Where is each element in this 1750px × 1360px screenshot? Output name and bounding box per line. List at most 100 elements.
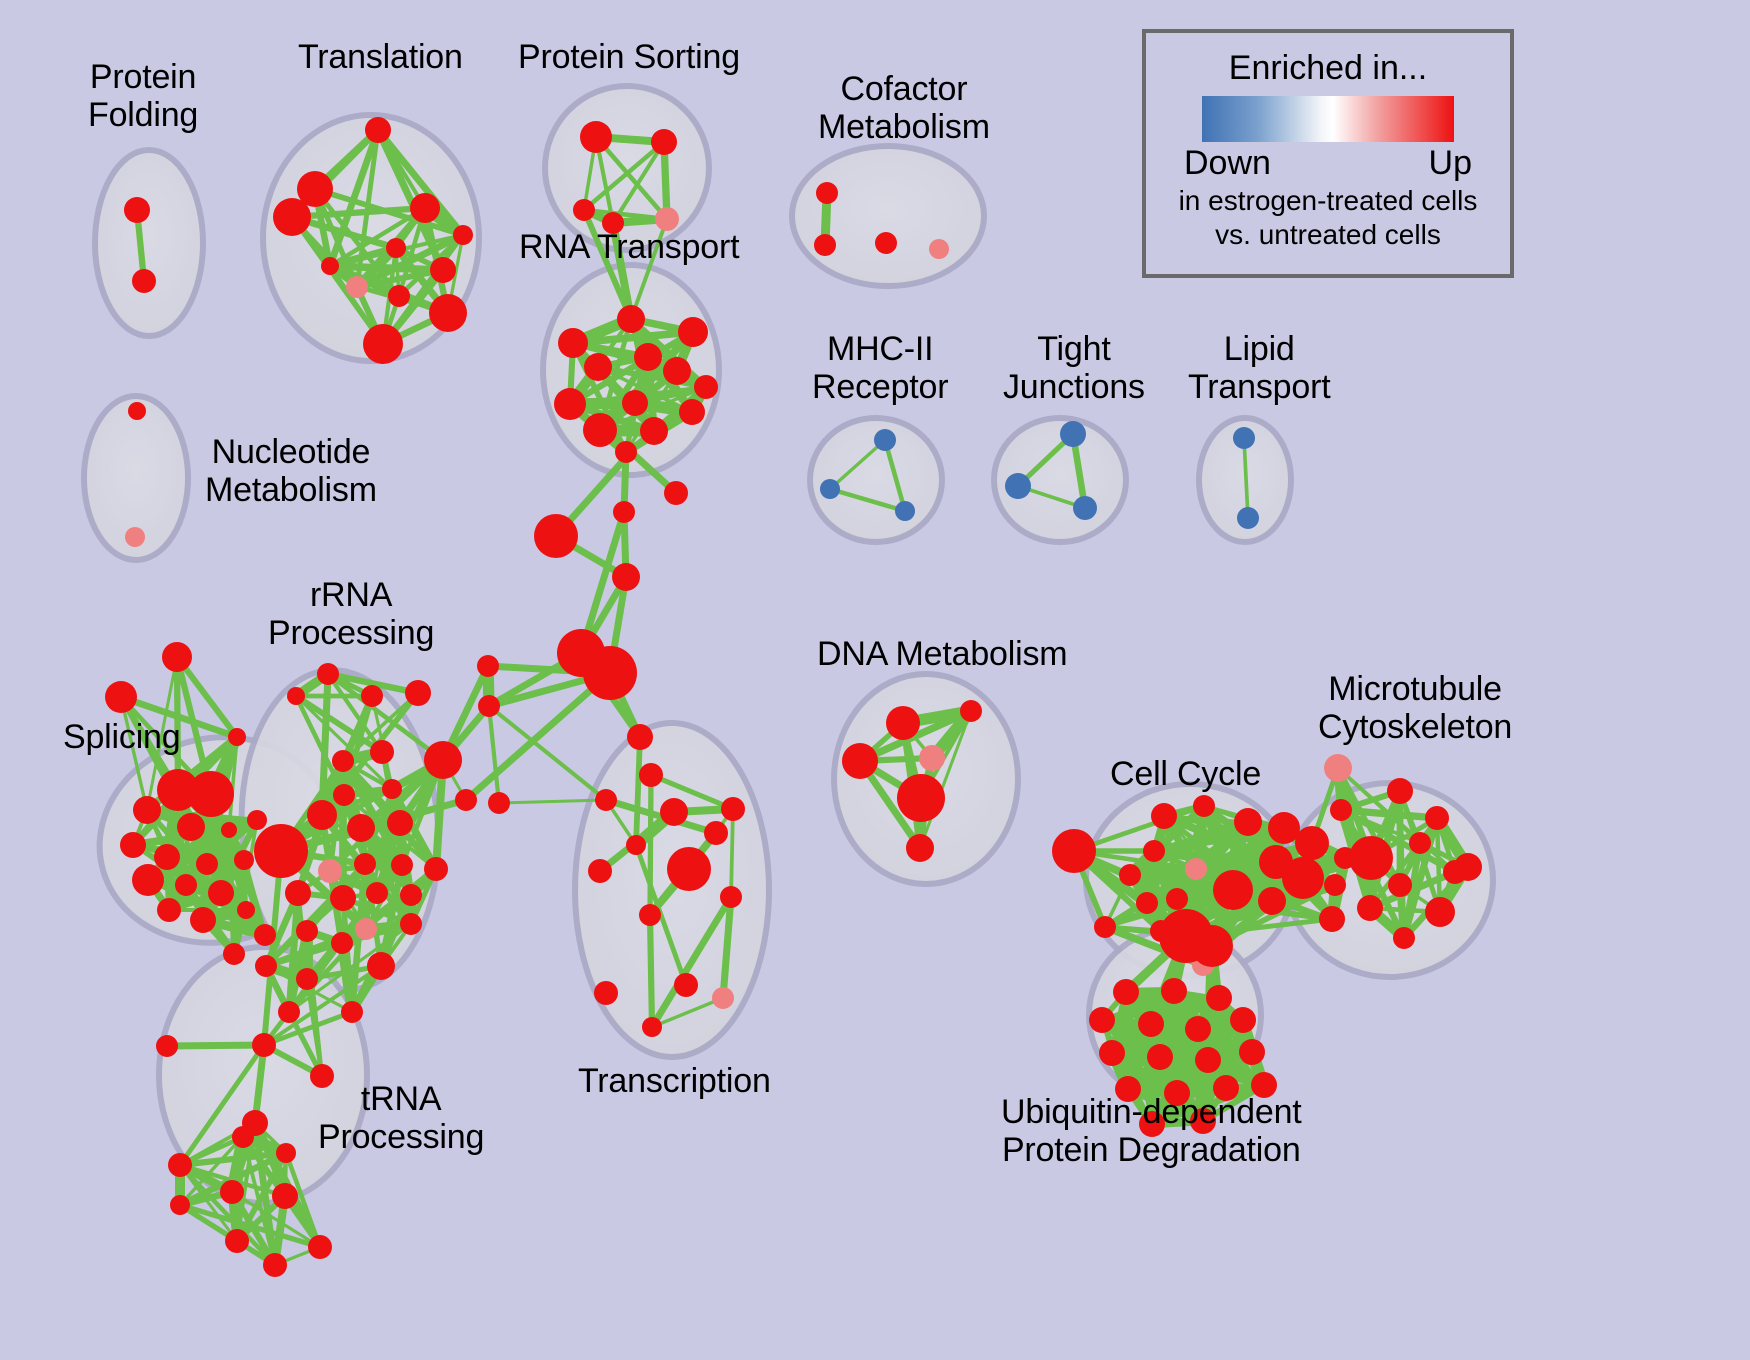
network-node[interactable] (162, 642, 192, 672)
network-node[interactable] (1330, 799, 1352, 821)
network-node[interactable] (634, 343, 662, 371)
network-node[interactable] (617, 305, 645, 333)
network-node[interactable] (960, 700, 982, 722)
network-node[interactable] (333, 784, 355, 806)
network-node[interactable] (1161, 978, 1187, 1004)
network-node[interactable] (588, 859, 612, 883)
network-node[interactable] (1234, 808, 1262, 836)
network-node[interactable] (704, 821, 728, 845)
network-node[interactable] (842, 743, 878, 779)
network-node[interactable] (639, 763, 663, 787)
network-node[interactable] (1409, 832, 1431, 854)
network-node[interactable] (814, 234, 836, 256)
network-node[interactable] (388, 285, 410, 307)
network-node[interactable] (1099, 1040, 1125, 1066)
network-node[interactable] (712, 987, 734, 1009)
network-node[interactable] (255, 955, 277, 977)
network-node[interactable] (382, 779, 402, 799)
network-node[interactable] (875, 232, 897, 254)
network-node[interactable] (1295, 826, 1329, 860)
network-node[interactable] (1387, 778, 1413, 804)
network-node[interactable] (1005, 473, 1031, 499)
network-node[interactable] (583, 646, 637, 700)
network-node[interactable] (386, 238, 406, 258)
network-node[interactable] (534, 514, 578, 558)
network-node[interactable] (1191, 925, 1233, 967)
network-node[interactable] (278, 1001, 300, 1023)
network-node[interactable] (400, 884, 422, 906)
network-node[interactable] (1237, 507, 1259, 529)
network-node[interactable] (1425, 806, 1449, 830)
network-node[interactable] (234, 850, 254, 870)
network-node[interactable] (318, 859, 342, 883)
network-node[interactable] (317, 663, 339, 685)
network-node[interactable] (640, 417, 668, 445)
network-node[interactable] (430, 257, 456, 283)
network-node[interactable] (424, 741, 462, 779)
network-node[interactable] (1113, 979, 1139, 1005)
network-node[interactable] (694, 375, 718, 399)
network-node[interactable] (1425, 897, 1455, 927)
network-node[interactable] (196, 853, 218, 875)
network-node[interactable] (1147, 1044, 1173, 1070)
network-node[interactable] (583, 413, 617, 447)
network-node[interactable] (1230, 1007, 1256, 1033)
network-node[interactable] (387, 810, 413, 836)
network-node[interactable] (157, 898, 181, 922)
network-node[interactable] (1388, 873, 1412, 897)
network-node[interactable] (365, 117, 391, 143)
network-node[interactable] (208, 880, 234, 906)
network-node[interactable] (429, 294, 467, 332)
network-node[interactable] (1324, 754, 1352, 782)
network-node[interactable] (1268, 812, 1300, 844)
network-node[interactable] (663, 357, 691, 385)
network-node[interactable] (1190, 1108, 1216, 1134)
network-node[interactable] (580, 121, 612, 153)
network-node[interactable] (1115, 1076, 1141, 1102)
network-node[interactable] (232, 1126, 254, 1148)
network-node[interactable] (674, 973, 698, 997)
network-node[interactable] (642, 1017, 662, 1037)
network-node[interactable] (221, 822, 237, 838)
network-node[interactable] (453, 225, 473, 245)
network-node[interactable] (554, 388, 586, 420)
network-node[interactable] (285, 880, 311, 906)
network-node[interactable] (1324, 874, 1346, 896)
network-node[interactable] (455, 789, 477, 811)
network-node[interactable] (331, 932, 353, 954)
network-node[interactable] (584, 353, 612, 381)
network-node[interactable] (615, 441, 637, 463)
network-node[interactable] (307, 800, 337, 830)
network-node[interactable] (1166, 888, 1188, 910)
network-node[interactable] (157, 769, 199, 811)
network-node[interactable] (220, 1180, 244, 1204)
network-node[interactable] (400, 913, 422, 935)
network-node[interactable] (263, 1253, 287, 1277)
network-node[interactable] (225, 1229, 249, 1253)
network-node[interactable] (1213, 1075, 1239, 1101)
network-node[interactable] (720, 886, 742, 908)
network-node[interactable] (168, 1153, 192, 1177)
network-node[interactable] (488, 792, 510, 814)
network-node[interactable] (175, 874, 197, 896)
network-node[interactable] (1089, 1007, 1115, 1033)
network-node[interactable] (1259, 845, 1293, 879)
network-node[interactable] (223, 943, 245, 965)
network-node[interactable] (651, 129, 677, 155)
network-node[interactable] (627, 724, 653, 750)
network-node[interactable] (254, 824, 308, 878)
network-node[interactable] (287, 687, 305, 705)
network-node[interactable] (1213, 870, 1253, 910)
network-node[interactable] (308, 1235, 332, 1259)
network-node[interactable] (321, 257, 339, 275)
network-node[interactable] (125, 527, 145, 547)
network-node[interactable] (874, 429, 896, 451)
network-node[interactable] (254, 924, 276, 946)
network-node[interactable] (237, 901, 255, 919)
network-node[interactable] (477, 655, 499, 677)
network-node[interactable] (1052, 829, 1096, 873)
network-node[interactable] (247, 810, 267, 830)
network-node[interactable] (1357, 895, 1383, 921)
network-node[interactable] (363, 324, 403, 364)
network-node[interactable] (602, 212, 624, 234)
